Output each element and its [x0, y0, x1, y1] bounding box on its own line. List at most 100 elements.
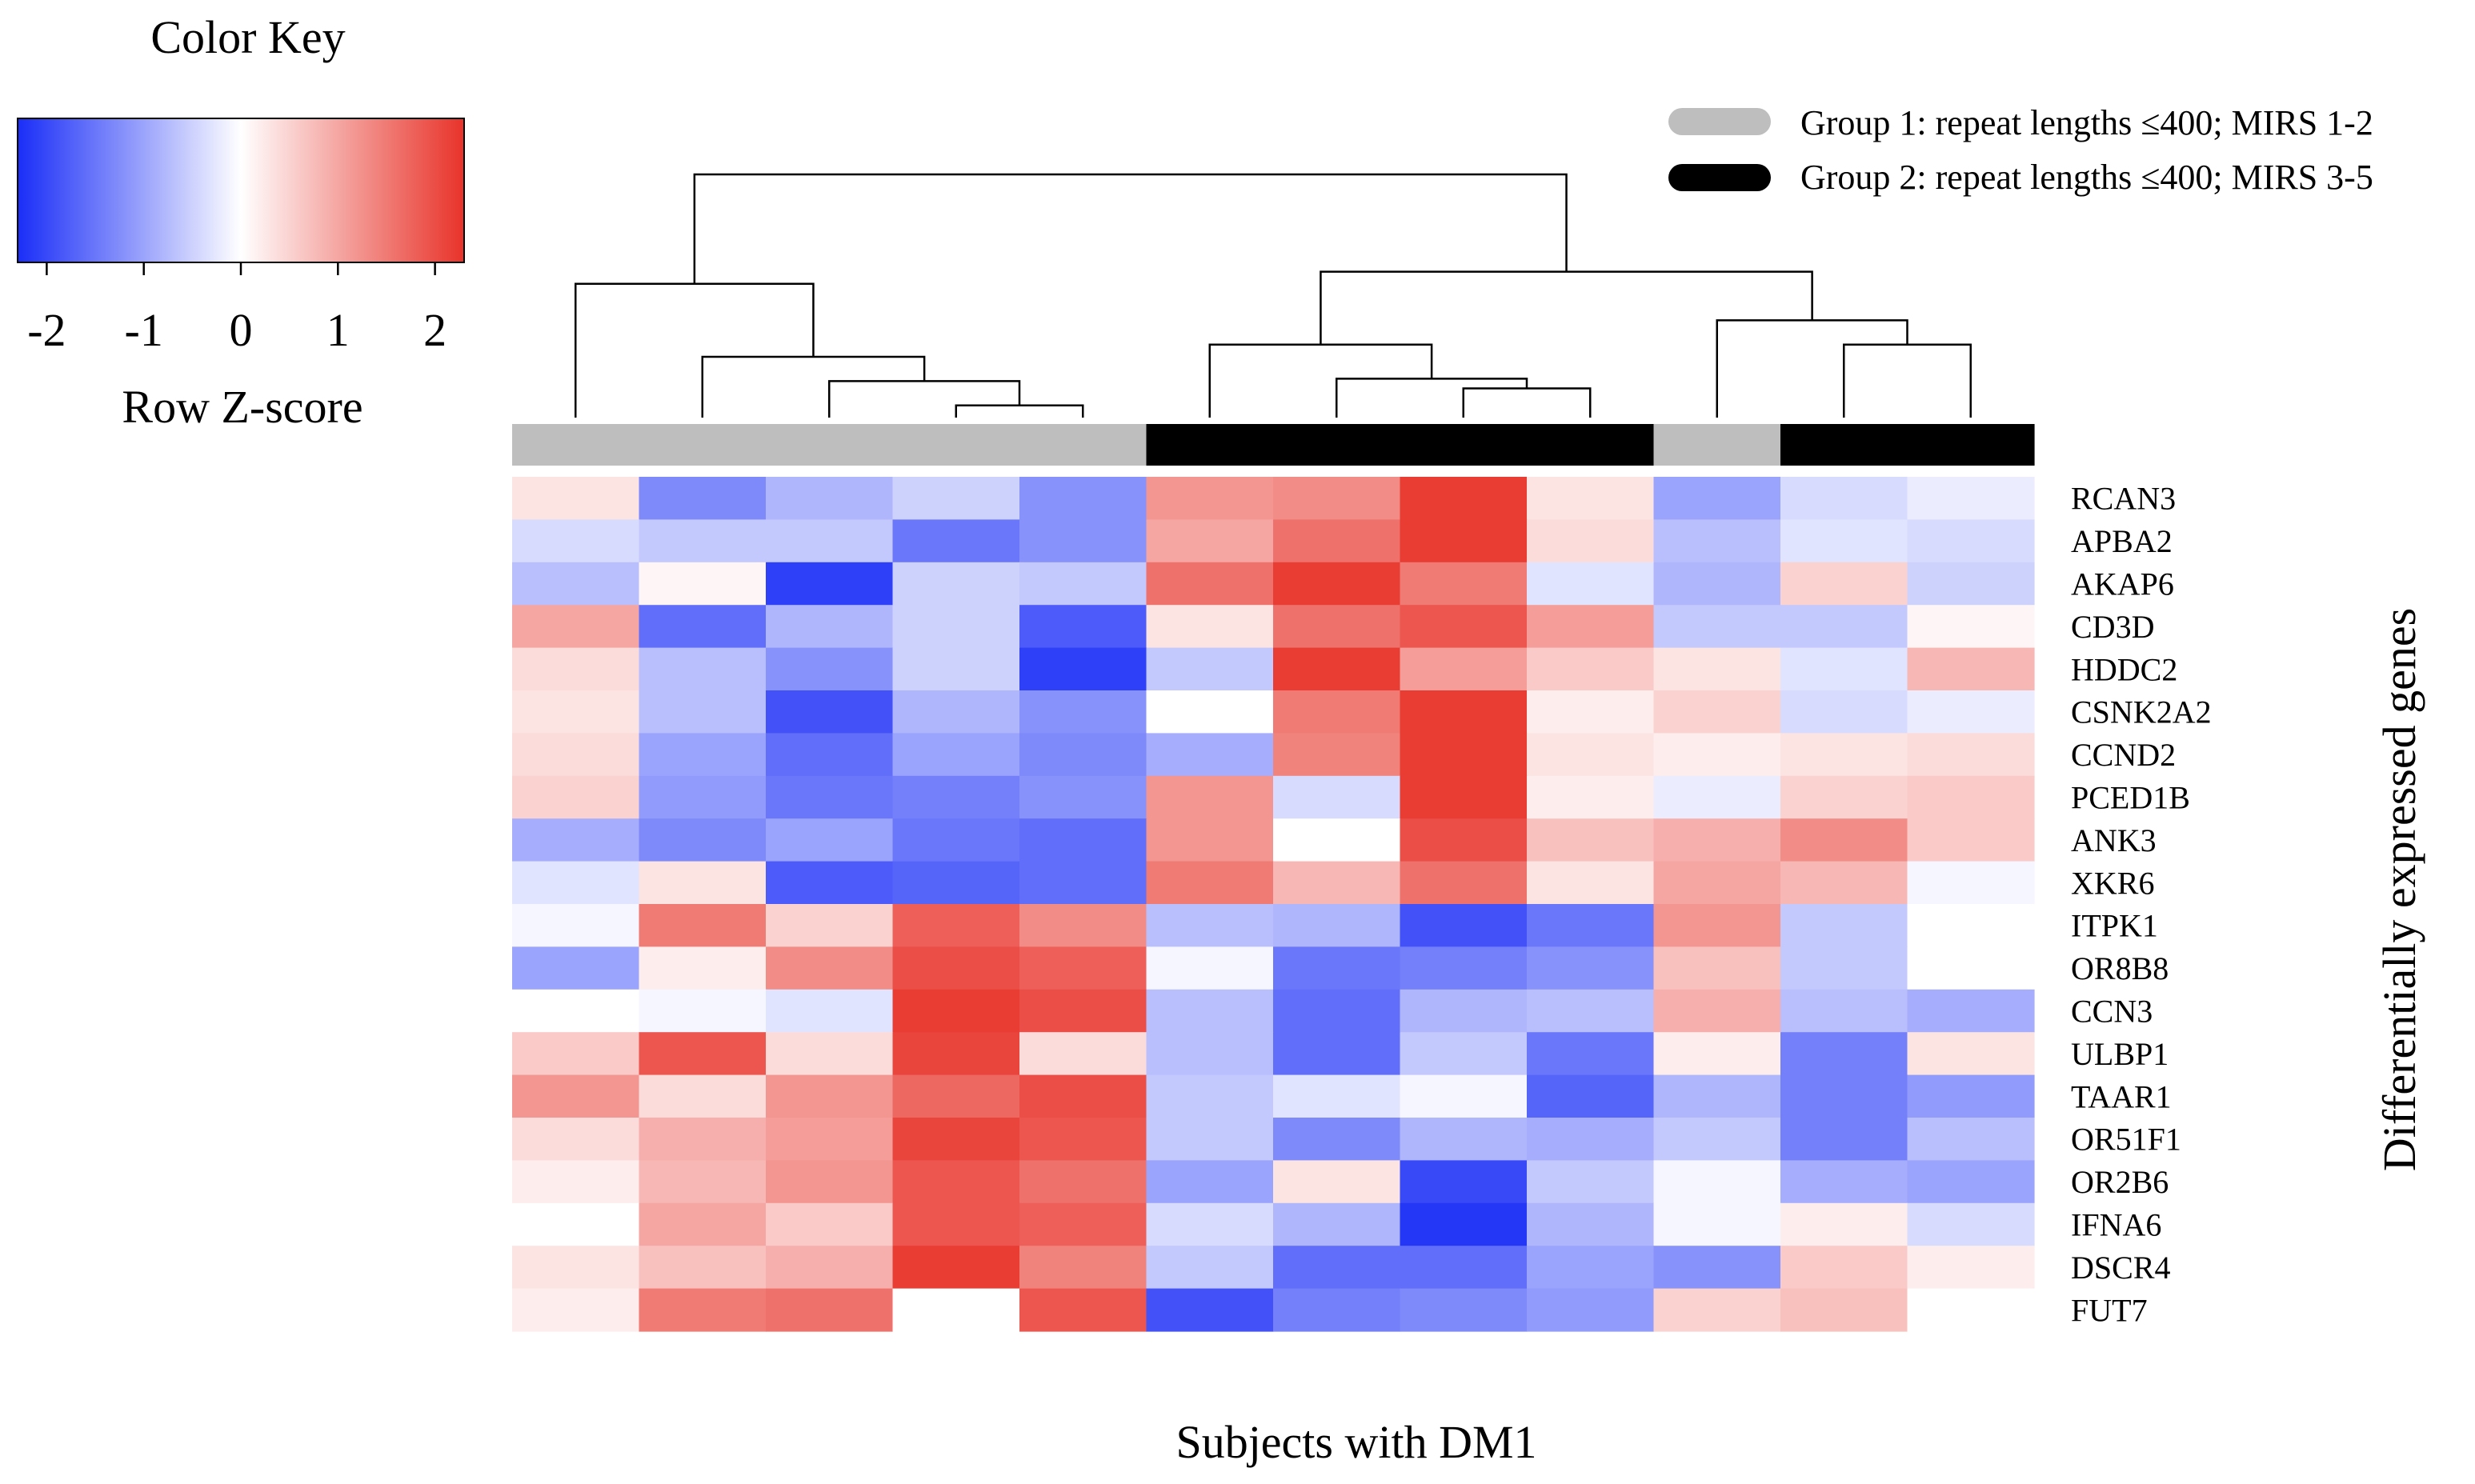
heatmap-cell: [1527, 946, 1655, 990]
heatmap-cell: [1019, 605, 1147, 649]
heatmap-cell: [1273, 818, 1401, 862]
gene-label: DSCR4: [2071, 1250, 2171, 1286]
heatmap-cell: [1273, 477, 1401, 520]
heatmap-cell: [512, 605, 640, 649]
heatmap-cell: [1653, 1032, 1781, 1076]
heatmap-cell: [1019, 1246, 1147, 1290]
heatmap-cell: [766, 733, 894, 777]
heatmap-cell: [1273, 733, 1401, 777]
heatmap-cell: [639, 1074, 767, 1118]
heatmap-cell: [1019, 861, 1147, 905]
heatmap-cell: [766, 818, 894, 862]
heatmap-cell: [1907, 861, 2035, 905]
heatmap-cell: [1400, 946, 1528, 990]
heatmap-cell: [512, 775, 640, 819]
heatmap-cell: [512, 1074, 640, 1118]
heatmap-cell: [766, 775, 894, 819]
gene-label: PCED1B: [2071, 780, 2190, 816]
heatmap-cell: [1527, 775, 1655, 819]
heatmap-cell: [512, 647, 640, 691]
heatmap-cell: [1653, 733, 1781, 777]
heatmap-cell: [1907, 733, 2035, 777]
column-group-bar: [512, 424, 2035, 466]
heatmap-cell: [1019, 946, 1147, 990]
heatmap-cell: [1527, 1118, 1655, 1161]
color-key-title: Color Key: [150, 11, 345, 63]
group-bar-segment: [1780, 424, 1908, 466]
group-legend: Group 1: repeat lengths ≤400; MIRS 1-2 G…: [1668, 103, 2373, 197]
heatmap-cell: [1146, 818, 1274, 862]
gene-label: XKR6: [2071, 865, 2154, 901]
heatmap-cell: [512, 946, 640, 990]
heatmap-cell: [1400, 818, 1528, 862]
heatmap-cell: [892, 818, 1020, 862]
dendrogram-branch: [693, 173, 1568, 284]
heatmap-cell: [512, 519, 640, 563]
heatmap-cell: [1146, 1288, 1274, 1332]
heatmap-cell: [1907, 818, 2035, 862]
heatmap-cell: [766, 562, 894, 606]
heatmap-cell: [1019, 690, 1147, 734]
heatmap-cell: [1780, 605, 1908, 649]
heatmap-cell: [1907, 775, 2035, 819]
heatmap-cell: [1400, 1288, 1528, 1332]
heatmap-cell: [1146, 690, 1274, 734]
gene-label: TAAR1: [2071, 1078, 2172, 1114]
heatmap-cell: [1907, 647, 2035, 691]
gene-label: CCN3: [2071, 994, 2153, 1030]
heatmap-cell: [1146, 1202, 1274, 1246]
heatmap-cell: [1273, 1288, 1401, 1332]
heatmap-cell: [1780, 733, 1908, 777]
heatmap-cell: [1273, 1118, 1401, 1161]
dendrogram-branch: [1208, 343, 1433, 418]
heatmap-cell: [512, 733, 640, 777]
heatmap-cell: [892, 605, 1020, 649]
heatmap-cell: [1146, 562, 1274, 606]
heatmap-cell: [512, 1032, 640, 1076]
heatmap-cell: [892, 690, 1020, 734]
heatmap-cell: [1019, 562, 1147, 606]
heatmap-cell: [639, 775, 767, 819]
heatmap-cell: [1780, 1032, 1908, 1076]
heatmap-cell: [512, 690, 640, 734]
heatmap-cell: [1019, 477, 1147, 520]
heatmap-cell: [1907, 1160, 2035, 1204]
heatmap-cell: [1400, 1074, 1528, 1118]
heatmap-cell: [1527, 477, 1655, 520]
heatmap-cell: [1653, 1160, 1781, 1204]
color-key: Color Key -2 -1 0 1 2 Row Z-score: [17, 11, 465, 433]
heatmap-cell: [1907, 690, 2035, 734]
heatmap-cell: [512, 477, 640, 520]
heatmap-cell: [1907, 1246, 2035, 1290]
heatmap-cell: [512, 1202, 640, 1246]
heatmap-cell: [1780, 989, 1908, 1033]
heatmap-cell: [639, 647, 767, 691]
group-bar-segment: [1907, 424, 2035, 466]
heatmap-cell: [1019, 1202, 1147, 1246]
group-bar-segment: [639, 424, 767, 466]
heatmap-cell: [1400, 1160, 1528, 1204]
heatmap-cell: [1019, 904, 1147, 947]
y-axis-title: Differentially expressed genes: [2373, 608, 2425, 1171]
heatmap-cell: [1527, 605, 1655, 649]
heatmap-cell: [1907, 477, 2035, 520]
heatmap-cell: [1780, 690, 1908, 734]
heatmap-cell: [1527, 1160, 1655, 1204]
gene-label: ITPK1: [2071, 908, 2158, 944]
heatmap-cell: [766, 690, 894, 734]
heatmap-cell: [1527, 861, 1655, 905]
gene-label: OR51F1: [2071, 1122, 2181, 1158]
heatmap-cell: [1019, 733, 1147, 777]
heatmap-cell: [766, 861, 894, 905]
heatmap-cell: [1273, 989, 1401, 1033]
heatmap-cell: [1019, 1118, 1147, 1161]
heatmap-cell: [1146, 904, 1274, 947]
heatmap-cell: [1780, 519, 1908, 563]
heatmap-cell: [639, 562, 767, 606]
heatmap-cell: [1907, 519, 2035, 563]
heatmap-cell: [766, 1246, 894, 1290]
heatmap-cell: [1273, 690, 1401, 734]
heatmap-cell: [766, 1202, 894, 1246]
gene-label: FUT7: [2071, 1292, 2148, 1328]
heatmap-cell: [1780, 1118, 1908, 1161]
